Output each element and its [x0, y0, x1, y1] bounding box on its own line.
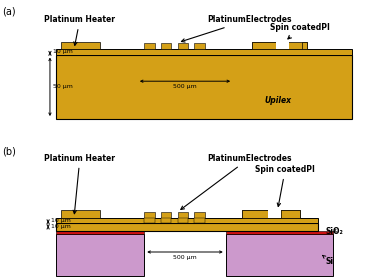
- Bar: [302, 42, 307, 49]
- Bar: [161, 211, 171, 218]
- Bar: [194, 218, 205, 223]
- Text: Platinum Heater: Platinum Heater: [44, 15, 115, 45]
- Bar: [276, 42, 289, 49]
- Text: 500 μm: 500 μm: [173, 84, 197, 88]
- Text: Spin coatedPI: Spin coatedPI: [270, 24, 330, 39]
- Bar: [144, 218, 155, 223]
- Text: PlatinumElectrodes: PlatinumElectrodes: [181, 15, 292, 42]
- Bar: [281, 211, 300, 218]
- Bar: [144, 211, 155, 218]
- Bar: [268, 211, 281, 218]
- Bar: [252, 42, 307, 49]
- Bar: [178, 211, 188, 218]
- Bar: [178, 43, 188, 49]
- Text: 500 μm: 500 μm: [173, 255, 197, 260]
- Bar: [242, 211, 300, 218]
- Bar: [252, 42, 276, 49]
- Text: (b): (b): [2, 147, 16, 157]
- Bar: [194, 43, 205, 49]
- Bar: [56, 49, 352, 55]
- Text: Platinum Heater: Platinum Heater: [44, 154, 115, 214]
- Bar: [226, 231, 333, 234]
- Text: (a): (a): [2, 7, 16, 17]
- Bar: [226, 234, 333, 276]
- Bar: [161, 43, 171, 49]
- Text: 10 μm: 10 μm: [51, 218, 71, 223]
- Bar: [144, 43, 155, 49]
- Bar: [56, 55, 352, 119]
- Text: Upilex: Upilex: [264, 96, 291, 105]
- Bar: [56, 218, 318, 223]
- Text: SiO₂: SiO₂: [326, 227, 343, 236]
- Text: 10 μm: 10 μm: [51, 224, 71, 229]
- Bar: [161, 218, 171, 223]
- Bar: [61, 42, 100, 49]
- Bar: [194, 211, 205, 218]
- Bar: [56, 223, 318, 231]
- Text: PlatinumElectrodes: PlatinumElectrodes: [181, 154, 292, 209]
- Text: 10 μm: 10 μm: [53, 50, 73, 54]
- Bar: [242, 211, 268, 218]
- Text: Spin coatedPI: Spin coatedPI: [255, 165, 315, 206]
- Text: 50 μm: 50 μm: [53, 84, 73, 89]
- Text: Si: Si: [323, 255, 334, 266]
- Bar: [56, 231, 144, 234]
- Bar: [61, 211, 100, 218]
- Bar: [56, 234, 144, 276]
- Bar: [178, 218, 188, 223]
